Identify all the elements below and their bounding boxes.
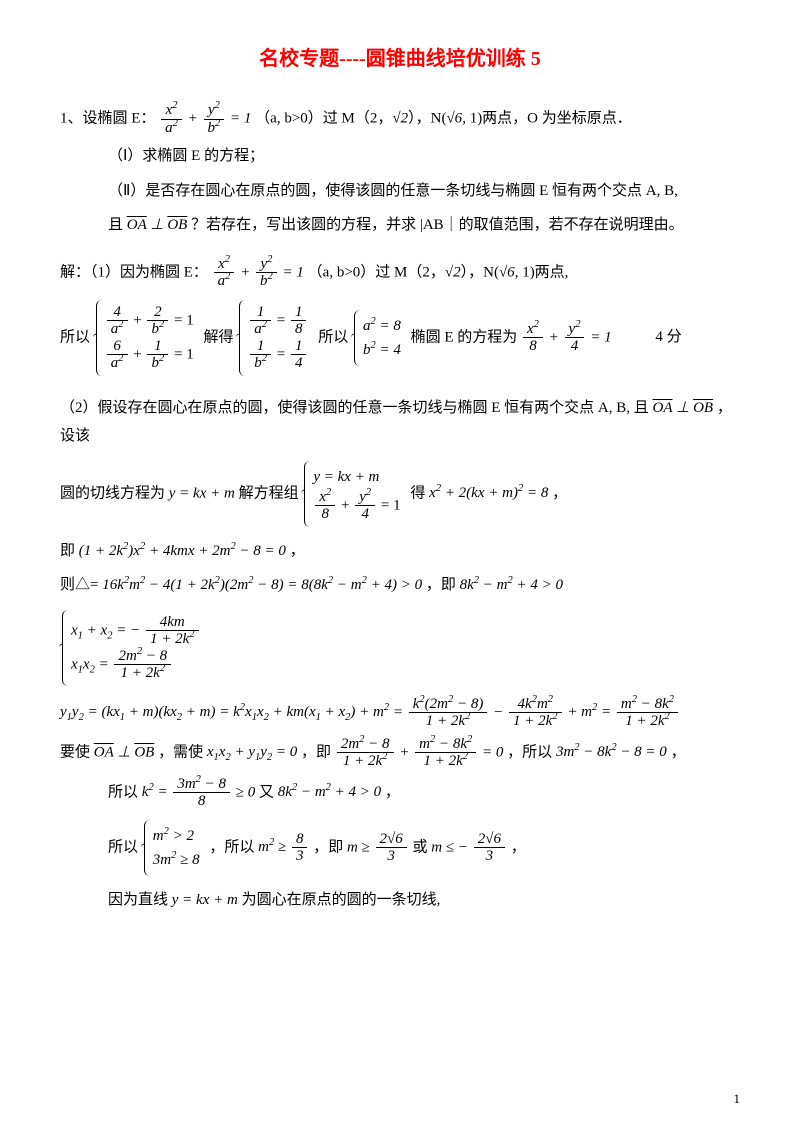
k2-line: 所以 k2 = 3m2 − 88 ≥ 0 又 8k2 − m2 + 4 > 0 … bbox=[60, 776, 740, 810]
vieta-block: x1 + x2 = − 4km1 + 2k2 x1x2 = 2m2 − 81 +… bbox=[60, 606, 740, 690]
problem-part-1: （Ⅰ）求椭圆 E 的方程； bbox=[60, 142, 740, 171]
page-number: 1 bbox=[734, 1087, 741, 1112]
because-line: 因为直线 y = kx + m 为圆心在原点的圆的一条切线, bbox=[60, 886, 740, 915]
problem-line-1: 1、设椭圆 E： x2a2 + y2b2 = 1 （a, b>0）过 M（2，√… bbox=[60, 102, 740, 136]
solution-2-lead: （2）假设存在圆心在原点的圆，使得该圆的任意一条切线与椭圆 E 恒有两个交点 A… bbox=[60, 394, 740, 451]
m-bounds-line: 所以 m2 > 2 3m2 ≥ 8 ，所以 m2 ≥ 83 ，即 m ≥ 2√6… bbox=[60, 816, 740, 880]
problem-part-2b: 且 OA ⊥ OB ？若存在，写出该圆的方程，并求 |AB｜的取值范围，若不存在… bbox=[60, 211, 740, 240]
solution-1-line: 解：（1）因为椭圆 E： x2a2 + y2b2 = 1 （a, b>0）过 M… bbox=[60, 256, 740, 290]
score-4: 4 分 bbox=[655, 323, 681, 352]
page-title: 名校专题----圆锥曲线培优训练 5 bbox=[60, 40, 740, 78]
discriminant-line: 则△= 16k2m2 − 4(1 + 2k2)(2m2 − 8) = 8(8k2… bbox=[60, 571, 740, 600]
y1y2-line: y1y2 = (kx1 + m)(kx2 + m) = k2x1x2 + km(… bbox=[60, 696, 740, 730]
tangent-line-row: 圆的切线方程为 y = kx + m 解方程组 y = kx + m x28 +… bbox=[60, 457, 740, 531]
problem-part-2a: （Ⅱ）是否存在圆心在原点的圆，使得该圆的任意一条切线与椭圆 E 恒有两个交点 A… bbox=[60, 177, 740, 206]
quadratic-line: 即 (1 + 2k2)x2 + 4kmx + 2m2 − 8 = 0 ， bbox=[60, 537, 740, 566]
perp-condition-line: 要使 OA ⊥ OB ，需使 x1x2 + y1y2 = 0 ，即 2m2 − … bbox=[60, 736, 740, 770]
solution-braces-row: 所以 4a2 + 2b2 = 1 6a2 + 1b2 = 1 解得 1a2 = … bbox=[60, 296, 740, 380]
